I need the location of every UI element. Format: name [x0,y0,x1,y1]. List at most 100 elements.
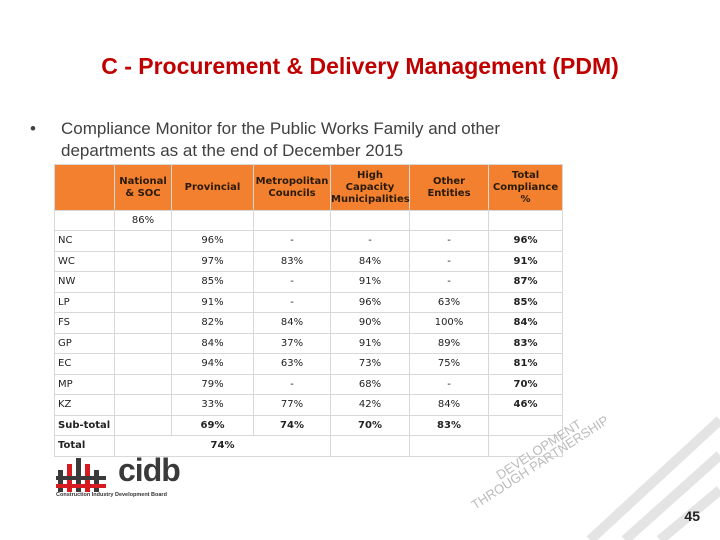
province-cell: EC [54,353,115,375]
table-row: KZ 33% 77% 42% 84% 46% [54,394,563,416]
value-cell: 84% [253,312,331,334]
slide-title: C - Procurement & Delivery Management (P… [101,53,619,79]
table-cell [409,210,489,231]
value-cell: 79% [171,373,254,395]
table-cell [114,250,172,272]
table-cell [114,230,172,252]
table-row: WC 97% 83% 84% -91% [54,250,563,272]
total-cell: 81% [488,353,563,375]
total-cell: 84% [488,312,563,334]
value-cell: 42% [330,394,410,416]
table-cell [114,332,172,354]
province-cell: FS [54,312,115,334]
table-cell [488,210,563,231]
compliance-table: National & SOC Provincial Metropolitan C… [54,164,563,457]
table-cell [114,353,172,375]
subtotal-cell: 70% [330,414,410,436]
national-soc-value: 86% [114,210,172,231]
value-cell: 94% [171,353,254,375]
table-row: FS 82% 84% 90% 100% 84% [54,312,563,334]
table-cell [330,435,410,457]
province-cell: LP [54,291,115,313]
table-cell [114,394,172,416]
value-cell: 91% [330,271,410,293]
table-cell [114,373,172,395]
table-row: GP 84% 37% 91% 89% 83% [54,332,563,354]
value-cell: 77% [253,394,331,416]
value-cell: - [253,291,331,313]
table-cell [253,210,331,231]
watermark-line2: THROUGH PARTNERSHIP [468,412,611,512]
table-row: LP 91% -96% 63% 85% [54,291,563,313]
header-high-capacity: High Capacity Municipalities [330,164,410,211]
province-cell: NC [54,230,115,252]
table-cell [330,210,410,231]
national-soc-row: 86% [54,210,563,231]
value-cell: 91% [330,332,410,354]
subtotal-label: Sub-total [54,414,115,436]
value-cell: 84% [171,332,254,354]
value-cell: - [330,230,410,252]
value-cell: 97% [171,250,254,272]
value-cell: 33% [171,394,254,416]
value-cell: - [409,250,489,272]
table-header-row: National & SOC Provincial Metropolitan C… [54,164,563,211]
value-cell: 63% [409,291,489,313]
cidb-logo-icon [56,458,106,492]
table-row: EC 94% 63% 73% 75% 81% [54,353,563,375]
total-cell: 85% [488,291,563,313]
province-cell: WC [54,250,115,272]
total-row: Total 74% [54,435,563,457]
value-cell: - [253,373,331,395]
table-cell [114,291,172,313]
province-cell: KZ [54,394,115,416]
total-cell: 83% [488,332,563,354]
header-provincial: Provincial [171,164,254,211]
header-total-compliance: Total Compliance % [488,164,563,211]
value-cell: 37% [253,332,331,354]
header-blank [54,164,115,211]
value-cell: 96% [330,291,410,313]
cidb-logo-text: cidb [118,452,181,488]
page-number: 45 [684,508,700,524]
value-cell: 85% [171,271,254,293]
total-cell: 87% [488,271,563,293]
total-label: Total [54,435,115,457]
subtotal-cell: 74% [253,414,331,436]
province-cell: NW [54,271,115,293]
province-cell: MP [54,373,115,395]
table-cell [114,271,172,293]
watermark-graphic: DEVELOPMENT THROUGH PARTNERSHIP [468,412,720,540]
value-cell: - [253,271,331,293]
province-cell: GP [54,332,115,354]
total-cell: 91% [488,250,563,272]
table-row: MP 79% -68% -70% [54,373,563,395]
value-cell: 75% [409,353,489,375]
value-cell: - [409,230,489,252]
table-cell [114,414,172,436]
bullet-symbol: • [30,119,36,138]
value-cell: 96% [171,230,254,252]
value-cell: 89% [409,332,489,354]
value-cell: 83% [253,250,331,272]
table-row: NC 96% - - -96% [54,230,563,252]
table-cell [171,210,254,231]
table-row: NW 85% -91% -87% [54,271,563,293]
header-metropolitan: Metropolitan Councils [253,164,331,211]
value-cell: 73% [330,353,410,375]
header-other-entities: Other Entities [409,164,489,211]
value-cell: 68% [330,373,410,395]
table-cell [488,435,563,457]
subtotal-cell: 69% [171,414,254,436]
value-cell: 84% [330,250,410,272]
table-cell [54,210,115,231]
header-national-soc: National & SOC [114,164,172,211]
bullet-text: Compliance Monitor for the Public Works … [61,119,501,160]
value-cell: 91% [171,291,254,313]
value-cell: 63% [253,353,331,375]
value-cell: - [253,230,331,252]
cidb-tagline: Construction Industry Development Board [56,492,167,498]
table-cell [114,312,172,334]
bullet-point: • Compliance Monitor for the Public Work… [30,118,590,162]
value-cell: 82% [171,312,254,334]
